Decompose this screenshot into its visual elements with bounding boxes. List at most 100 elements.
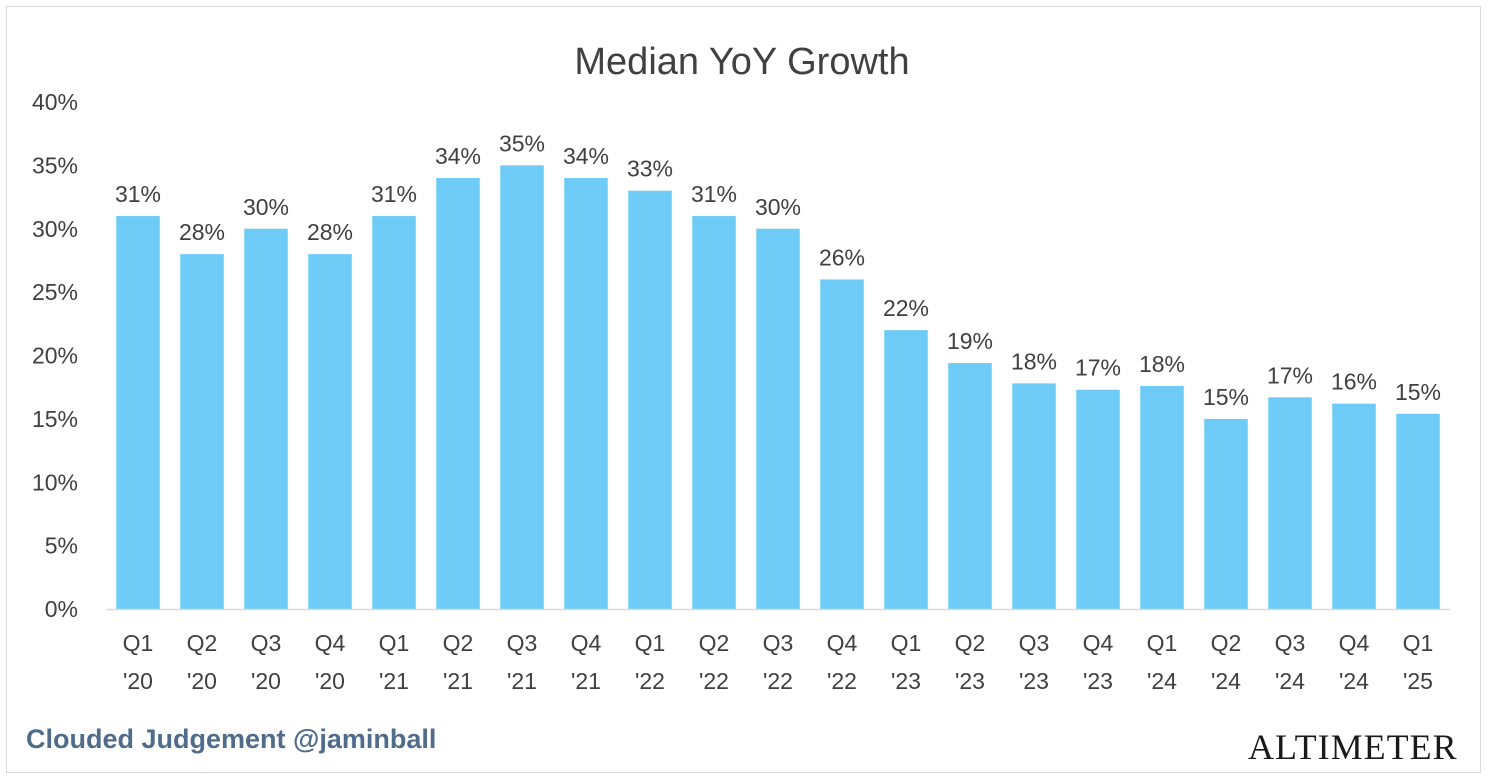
bar <box>692 216 736 609</box>
data-label: 17% <box>1075 355 1121 381</box>
data-label: 30% <box>755 194 801 220</box>
bar <box>116 216 160 609</box>
bar <box>244 228 288 609</box>
x-tick-label: Q3 <box>1275 630 1306 656</box>
data-label: 15% <box>1395 379 1441 405</box>
x-tick-label: Q1 <box>1147 630 1178 656</box>
x-tick-label: Q4 <box>315 630 346 656</box>
bar <box>372 216 416 609</box>
data-label: 31% <box>371 181 417 207</box>
bar <box>180 254 224 609</box>
x-tick-label-year: '20 <box>123 668 153 694</box>
x-tick-label: Q4 <box>1083 630 1114 656</box>
x-tick-label-year: '21 <box>571 668 601 694</box>
y-tick-label: 5% <box>45 533 78 559</box>
x-tick-label-year: '22 <box>827 668 857 694</box>
data-label: 22% <box>883 295 929 321</box>
data-label: 30% <box>243 194 289 220</box>
bar <box>500 165 544 609</box>
data-label: 35% <box>499 130 545 156</box>
y-tick-label: 40% <box>32 89 78 115</box>
bar <box>948 363 992 609</box>
x-tick-label-year: '25 <box>1403 668 1433 694</box>
data-label: 26% <box>819 244 865 270</box>
x-tick-label: Q2 <box>1211 630 1242 656</box>
x-tick-label-year: '21 <box>443 668 473 694</box>
x-tick-label-year: '23 <box>955 668 985 694</box>
x-tick-label-year: '20 <box>187 668 217 694</box>
x-tick-label-year: '22 <box>699 668 729 694</box>
x-tick-label: Q1 <box>1403 630 1434 656</box>
x-tick-label-year: '20 <box>315 668 345 694</box>
x-tick-label-year: '23 <box>891 668 921 694</box>
x-tick-label-year: '21 <box>379 668 409 694</box>
bar <box>308 254 352 609</box>
x-tick-label: Q3 <box>763 630 794 656</box>
bar <box>820 279 864 609</box>
data-label: 33% <box>627 156 673 182</box>
bar <box>628 190 672 609</box>
data-labels-group: 31% 28% 30% 28% 31% 34% 35% 34% 33% 31% 30% 26% 22% 1… <box>115 130 1441 410</box>
x-tick-label: Q3 <box>251 630 282 656</box>
x-tick-label-year: '24 <box>1275 668 1305 694</box>
x-tick-label-year: '21 <box>507 668 537 694</box>
y-tick-label: 0% <box>45 596 78 622</box>
data-label: 17% <box>1267 362 1313 388</box>
data-label: 28% <box>179 219 225 245</box>
x-tick-label-year: '23 <box>1019 668 1049 694</box>
chart-title: Median YoY Growth <box>574 41 909 83</box>
bar <box>1140 385 1184 609</box>
data-label: 15% <box>1203 384 1249 410</box>
y-tick-label: 10% <box>32 469 78 495</box>
y-tick-label: 20% <box>32 343 78 369</box>
y-tick-label: 30% <box>32 216 78 242</box>
bar <box>756 228 800 609</box>
y-axis: 0% 5% 10% 15% 20% 25% 30% 35% 40% <box>32 89 78 622</box>
bars-group <box>116 165 1440 610</box>
bar <box>1204 418 1248 609</box>
data-label: 18% <box>1139 351 1185 377</box>
x-tick-label: Q3 <box>507 630 538 656</box>
data-label: 28% <box>307 219 353 245</box>
y-tick-label: 25% <box>32 279 78 305</box>
x-tick-label-year: '20 <box>251 668 281 694</box>
bar <box>1396 413 1440 609</box>
x-tick-label: Q1 <box>379 630 410 656</box>
bar <box>1268 397 1312 609</box>
x-tick-label: Q4 <box>827 630 858 656</box>
altimeter-logo: ALTIMETER <box>1248 727 1458 767</box>
bar <box>436 178 480 610</box>
footer-attribution: Clouded Judgement @jaminball <box>26 724 437 754</box>
x-tick-label-year: '24 <box>1147 668 1177 694</box>
data-label: 31% <box>115 181 161 207</box>
data-label: 16% <box>1331 369 1377 395</box>
x-tick-label-year: '24 <box>1339 668 1369 694</box>
data-label: 34% <box>563 143 609 169</box>
bar <box>1332 403 1376 609</box>
x-tick-label-year: '22 <box>635 668 665 694</box>
x-tick-label: Q1 <box>891 630 922 656</box>
bar <box>1076 389 1120 609</box>
x-tick-label-year: '22 <box>763 668 793 694</box>
x-axis: Q1 '20 Q2 '20 Q3 '20 Q4 '20 Q1 '21 Q2 '21 Q3 '21 Q4 '21… <box>106 608 1450 694</box>
data-label: 19% <box>947 328 993 354</box>
bar <box>884 330 928 609</box>
x-tick-label: Q4 <box>571 630 602 656</box>
y-tick-label: 15% <box>32 406 78 432</box>
x-tick-label-year: '24 <box>1211 668 1241 694</box>
bar <box>564 178 608 610</box>
data-label: 34% <box>435 143 481 169</box>
data-label: 18% <box>1011 348 1057 374</box>
x-tick-label-year: '23 <box>1083 668 1113 694</box>
y-tick-label: 35% <box>32 152 78 178</box>
x-tick-label: Q2 <box>443 630 474 656</box>
data-label: 31% <box>691 181 737 207</box>
x-tick-label: Q2 <box>187 630 218 656</box>
x-tick-label: Q3 <box>1019 630 1050 656</box>
bar <box>1012 383 1056 609</box>
x-tick-label: Q4 <box>1339 630 1370 656</box>
x-tick-label: Q1 <box>123 630 154 656</box>
x-tick-label: Q1 <box>635 630 666 656</box>
x-tick-label: Q2 <box>699 630 730 656</box>
